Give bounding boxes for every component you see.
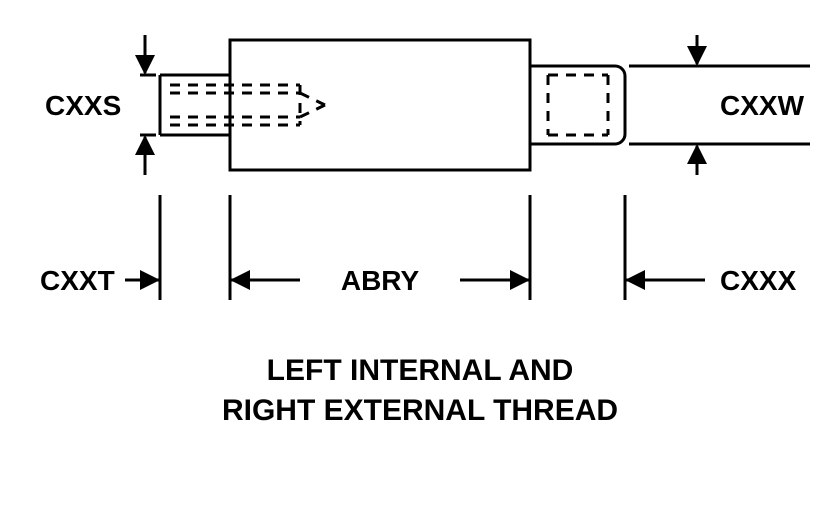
title-line-1: LEFT INTERNAL AND xyxy=(267,354,574,387)
title-line-2: RIGHT EXTERNAL THREAD xyxy=(222,394,618,427)
label-cxxw: CXXW xyxy=(720,90,805,121)
label-cxxx: CXXX xyxy=(720,265,797,296)
label-cxxt: CXXT xyxy=(40,265,115,296)
label-cxxs: CXXS xyxy=(45,90,121,121)
label-abry: ABRY xyxy=(341,265,420,296)
